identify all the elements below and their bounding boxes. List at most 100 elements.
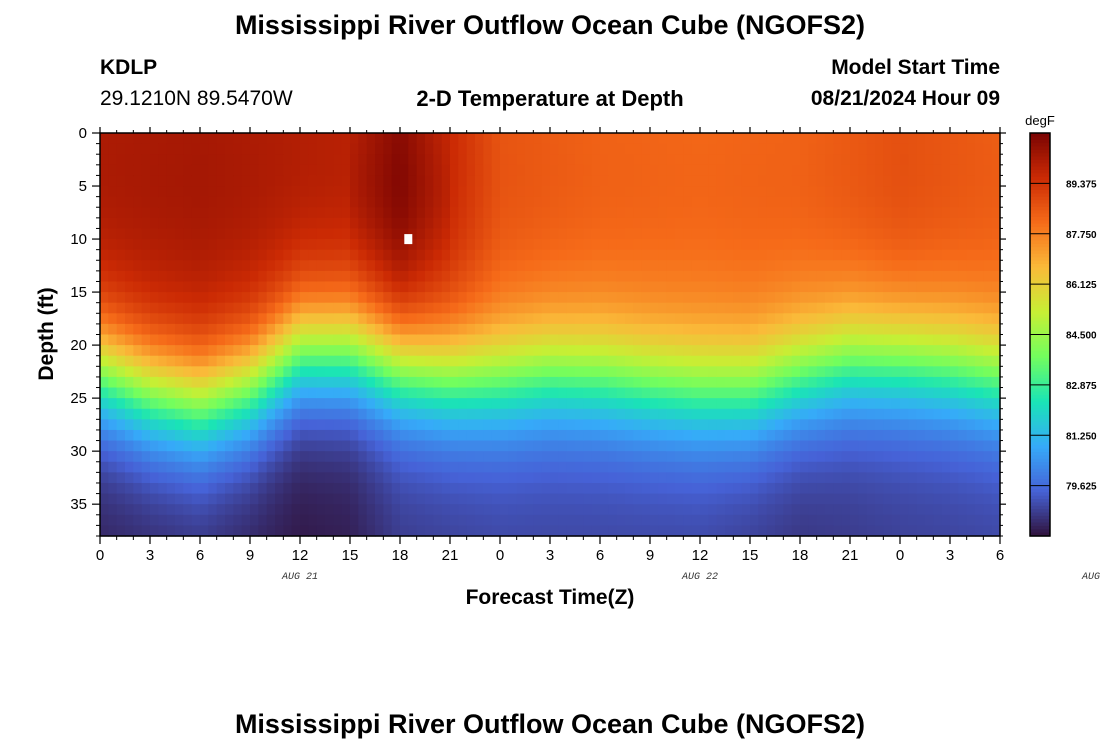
heatmap-cell [375,228,384,240]
heatmap-cell [366,217,376,230]
heatmap-cell [875,419,884,431]
heatmap-cell [500,249,509,261]
heatmap-cell [450,514,459,526]
colorbar-segment [1030,176,1050,181]
heatmap-cell [216,281,226,293]
heatmap-cell [925,270,934,283]
heatmap-cell [266,143,276,155]
heatmap-cell [858,133,868,145]
heatmap-cell [891,398,901,410]
heatmap-cell [608,302,618,314]
heatmap-cell [408,270,418,283]
heatmap-cell [558,207,568,219]
heatmap-cell [575,366,584,378]
heatmap-cell [566,313,576,325]
heatmap-cell [483,493,493,505]
heatmap-cell [300,217,309,230]
heatmap-cell [491,154,501,166]
heatmap-cell [533,228,543,240]
colorbar-segment [1030,455,1050,460]
heatmap-cell [391,366,401,378]
heatmap-cell [441,461,451,473]
heatmap-cell [100,154,109,166]
heatmap-cell [858,355,868,367]
colorbar-segment [1030,146,1050,151]
heatmap-cell [908,472,918,484]
heatmap-cell [358,154,368,166]
heatmap-cell [583,154,593,166]
heatmap-cell [741,143,751,155]
colorbar-segment [1030,183,1050,188]
heatmap-cell [316,387,326,399]
colorbar-segment [1030,391,1050,396]
heatmap-cell [791,164,801,177]
heatmap-cell [608,228,618,240]
heatmap-cell [641,207,651,219]
heatmap-cell [408,387,418,399]
heatmap-cell [900,461,909,473]
heatmap-cell [641,217,651,230]
heatmap-cell [450,387,459,399]
heatmap-cell [966,186,976,198]
heatmap-cell [758,461,768,473]
heatmap-cell [641,419,651,431]
heatmap-cell [875,514,884,526]
heatmap-cell [741,281,751,293]
heatmap-cell [700,164,709,177]
heatmap-cell [233,376,243,389]
heatmap-cell [933,249,943,261]
heatmap-cell [775,175,784,187]
heatmap-cell [758,493,768,505]
heatmap-cell [125,514,134,526]
heatmap-cell [441,260,451,272]
heatmap-cell [933,228,943,240]
heatmap-cell [858,164,868,177]
heatmap-cell [950,482,959,495]
heatmap-cell [266,493,276,505]
heatmap-cell [408,228,418,240]
heatmap-cell [125,228,134,240]
heatmap-cell [666,504,676,516]
colorbar-segment [1030,190,1050,195]
y-tick-label: 0 [79,125,87,142]
heatmap-cell [833,133,843,145]
heatmap-cell [141,133,151,145]
colorbar-segment [1030,441,1050,446]
heatmap-cell [625,228,634,240]
heatmap-cell [125,461,134,473]
heatmap-cell [975,355,984,367]
heatmap-cell [775,143,784,155]
heatmap-cell [200,429,209,442]
heatmap-cell [600,133,609,145]
heatmap-cell [175,260,184,272]
heatmap-cell [975,196,984,208]
heatmap-cell [491,228,501,240]
heatmap-cell [666,292,676,304]
heatmap-cell [533,133,543,145]
heatmap-cell [525,493,534,505]
heatmap-cell [291,239,301,251]
heatmap-cell [150,525,159,537]
heatmap-cell [650,249,659,261]
heatmap-cell [416,514,426,526]
heatmap-cell [716,196,726,208]
heatmap-cell [875,313,884,325]
heatmap-cell [158,217,168,230]
heatmap-cell [416,154,426,166]
heatmap-cell [933,175,943,187]
heatmap-cell [841,281,851,293]
heatmap-cell [383,504,393,516]
heatmap-cell [750,525,759,537]
heatmap-cell [850,376,859,389]
heatmap-cell [258,239,268,251]
heatmap-cell [833,196,843,208]
heatmap-cell [758,323,768,336]
heatmap-cell [650,493,659,505]
heatmap-cell [933,398,943,410]
heatmap-cell [750,345,759,357]
heatmap-cell [841,292,851,304]
heatmap-cell [858,376,868,389]
heatmap-cell [733,451,743,463]
heatmap-cell [641,504,651,516]
heatmap-cell [858,186,868,198]
